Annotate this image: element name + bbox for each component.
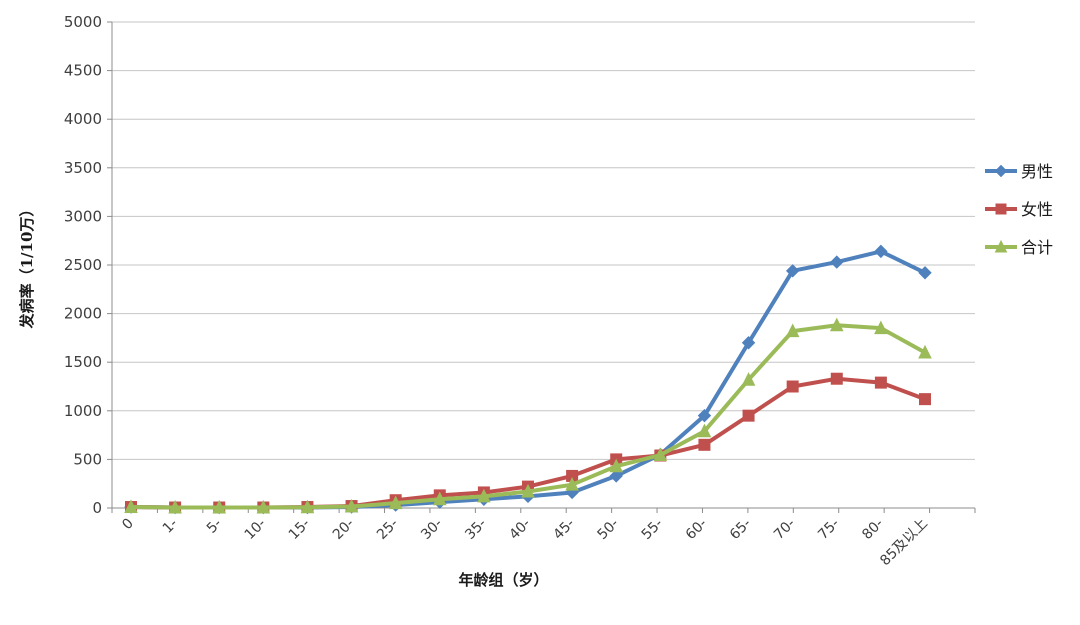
triangle-marker — [477, 488, 491, 503]
legend-item-2: 女性 — [985, 200, 1053, 219]
y-tick-label: 5000 — [64, 13, 102, 31]
x-tick-label: 65- — [727, 516, 754, 543]
triangle-marker — [521, 483, 535, 498]
x-tick-label: 60- — [683, 516, 710, 543]
triangle-marker — [565, 477, 579, 491]
y-tick-label: 4000 — [64, 110, 102, 128]
triangle-marker — [212, 499, 227, 514]
triangle-marker — [741, 372, 756, 386]
triangle-marker — [829, 317, 844, 332]
x-tick-label: 5- — [204, 516, 225, 537]
legend-item-1: 男性 — [985, 162, 1053, 181]
triangle-marker — [918, 344, 932, 359]
x-tick-label: 1- — [160, 516, 181, 537]
x-tick-label: 80- — [859, 516, 886, 543]
square-marker — [698, 438, 711, 451]
series-line — [129, 323, 927, 510]
series-line — [129, 249, 927, 510]
triangle-marker — [344, 498, 359, 513]
triangle-marker — [994, 239, 1008, 253]
y-tick-label: 0 — [92, 499, 102, 517]
y-tick-label: 3500 — [64, 159, 102, 177]
y-tick-label: 1500 — [64, 353, 102, 371]
gridlines — [107, 21, 976, 513]
legend-item-3: 合计 — [985, 238, 1053, 257]
y-tick-label: 500 — [73, 450, 102, 468]
diamond-marker — [697, 408, 712, 423]
triangle-marker — [653, 447, 668, 462]
x-axis-title: 年龄组（岁） — [458, 571, 548, 589]
x-tick-label: 70- — [771, 516, 798, 543]
y-tick-label: 3000 — [64, 207, 102, 225]
x-tick-label: 25- — [374, 516, 401, 543]
diamond-marker — [994, 164, 1008, 178]
legend-label: 女性 — [1021, 200, 1053, 219]
triangle-marker — [874, 320, 888, 335]
x-tick-label: 50- — [595, 516, 622, 543]
y-tick-label: 2500 — [64, 256, 102, 274]
triangle-marker — [785, 323, 800, 338]
x-tick-label: 0 — [119, 516, 137, 534]
diamond-marker — [785, 264, 800, 278]
diamond-marker — [830, 255, 844, 269]
x-tick-label: 85及以上 — [877, 516, 931, 570]
diamond-marker — [609, 469, 623, 483]
y-axis-tick-labels: 0 500 1000 1500 2000 2500 3000 3500 4000 4500 5000 — [64, 13, 102, 517]
triangle-marker — [697, 423, 712, 438]
x-tick-label: 10- — [242, 516, 269, 543]
x-tick-label: 55- — [639, 516, 666, 543]
legend-label: 合计 — [1021, 238, 1053, 257]
x-tick-label: 75- — [815, 516, 842, 543]
x-tick-label: 30- — [418, 516, 445, 543]
x-tick-label: 20- — [330, 516, 357, 543]
legend-label: 男性 — [1021, 162, 1053, 181]
x-tick-label: 35- — [462, 516, 489, 543]
x-tick-label: 15- — [286, 516, 313, 543]
triangle-marker — [256, 499, 271, 514]
square-marker — [742, 409, 755, 422]
diamond-marker — [741, 336, 756, 350]
series-triangle-line — [124, 317, 932, 514]
square-marker — [830, 372, 843, 385]
square-marker — [874, 376, 887, 389]
triangle-marker — [388, 495, 403, 510]
y-tick-label: 4500 — [64, 62, 102, 80]
x-tick-label: 40- — [506, 516, 533, 543]
square-marker — [919, 393, 931, 406]
triangle-marker — [124, 499, 138, 514]
triangle-marker — [609, 458, 624, 473]
diamond-marker — [918, 266, 932, 280]
diamond-marker — [874, 244, 888, 259]
square-marker — [995, 203, 1007, 215]
triangle-marker — [300, 499, 315, 514]
x-axis-tick-labels: 0 1- 5- 10- 15- 20- 25- 30- 35- 40- 45- 50- 55- 60- 65… — [119, 516, 931, 570]
triangle-marker — [168, 499, 182, 514]
square-marker — [786, 380, 799, 393]
x-tick-label: 45- — [550, 516, 577, 543]
y-tick-label: 1000 — [64, 402, 102, 420]
y-tick-label: 2000 — [64, 305, 102, 323]
triangle-marker — [432, 491, 447, 506]
y-axis-title: 发病率（1/10万） — [18, 202, 36, 330]
series-diamond-line — [124, 244, 932, 515]
